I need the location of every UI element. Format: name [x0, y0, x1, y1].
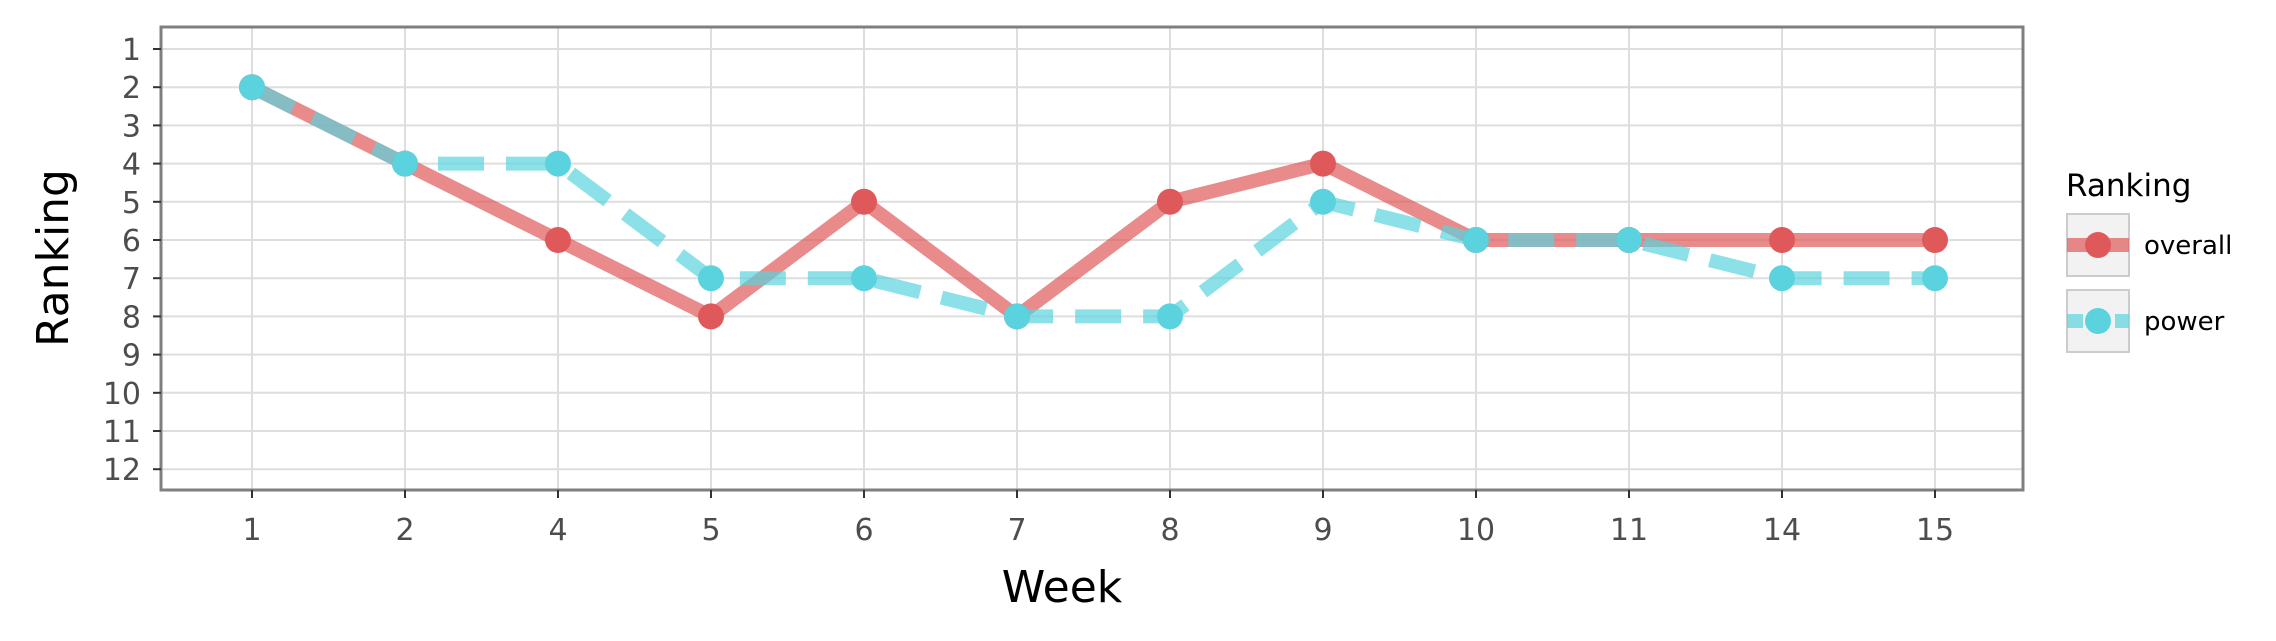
legend-marker-power	[2085, 308, 2111, 334]
legend-label-power: power	[2144, 307, 2225, 337]
data-point-power	[1310, 188, 1336, 215]
data-point-overall	[1157, 188, 1183, 215]
y-tick-label: 11	[103, 415, 141, 450]
x-tick-label: 5	[701, 513, 720, 548]
legend-marker-overall	[2085, 232, 2111, 258]
legend-title: Ranking	[2066, 168, 2191, 204]
data-point-overall	[851, 188, 877, 215]
y-tick-label: 8	[122, 300, 141, 335]
x-tick-label: 14	[1763, 513, 1801, 548]
x-tick-label: 7	[1007, 513, 1026, 548]
data-point-power	[392, 150, 418, 177]
data-point-power	[698, 265, 724, 292]
plot-panel-border	[159, 25, 2025, 492]
y-tick-label: 12	[103, 453, 141, 488]
data-point-power	[851, 265, 877, 292]
legend-label-overall: overall	[2144, 231, 2232, 261]
y-tick-label: 7	[122, 262, 141, 297]
x-tick-label: 11	[1610, 513, 1648, 548]
y-tick-label: 9	[122, 339, 141, 374]
data-point-overall	[1769, 227, 1795, 253]
x-tick-label: 10	[1457, 513, 1495, 548]
x-tick-label: 8	[1160, 513, 1179, 548]
series-layer	[239, 74, 1948, 330]
y-tick-label: 10	[103, 377, 141, 412]
x-axis-title: Week	[1002, 562, 1123, 613]
y-tick-label: 3	[122, 109, 141, 144]
data-point-overall	[1922, 227, 1948, 253]
series-line-power	[248, 80, 1935, 324]
y-tick-label: 1	[122, 33, 141, 68]
y-tick-label: 6	[122, 224, 141, 259]
x-tick-label: 1	[242, 513, 261, 548]
data-point-power	[1769, 265, 1795, 292]
x-tick-label: 9	[1313, 513, 1332, 548]
y-axis-title: Ranking	[28, 169, 79, 347]
x-tick-label: 15	[1916, 513, 1954, 548]
x-tick-label: 4	[548, 513, 567, 548]
data-point-overall	[545, 227, 571, 253]
data-point-power	[545, 150, 571, 177]
x-tick-label: 6	[854, 513, 873, 548]
data-point-overall	[1310, 150, 1336, 177]
data-point-power	[1157, 303, 1183, 330]
y-tick-label: 5	[122, 186, 141, 221]
data-point-power	[1463, 227, 1489, 253]
x-tick-label: 2	[395, 513, 414, 548]
data-point-power	[239, 74, 265, 101]
data-point-power	[1616, 227, 1642, 253]
data-point-overall	[698, 303, 724, 330]
y-tick-label: 4	[122, 148, 141, 183]
legend: Ranking overall power	[2066, 168, 2232, 353]
data-point-power	[1004, 303, 1030, 330]
data-point-power	[1922, 265, 1948, 292]
y-tick-label: 2	[122, 71, 141, 106]
